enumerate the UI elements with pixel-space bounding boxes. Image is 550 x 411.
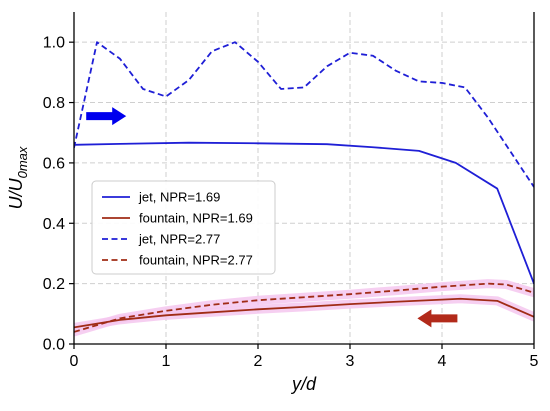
annotation-group [86, 107, 458, 328]
x-tick-label: 2 [254, 353, 263, 370]
highlight-bands [74, 279, 534, 337]
y-tick-label: 0.2 [43, 276, 65, 293]
legend-label: jet, NPR=1.69 [138, 190, 220, 205]
y-tick-label: 0.6 [43, 155, 65, 172]
y-axis-label-main: U/U [6, 177, 26, 209]
y-tick-label: 0.0 [43, 337, 65, 354]
series-line [74, 141, 534, 284]
legend-label: fountain, NPR=1.69 [139, 211, 253, 226]
series-line [74, 297, 534, 329]
axes [73, 12, 535, 345]
x-tick-label: 5 [530, 353, 539, 370]
y-axis-label-subscript: 0max [15, 146, 30, 178]
series-line [74, 41, 534, 188]
series-line [74, 282, 534, 333]
ticks: 0 1 2 3 4 5 0.0 0.2 0.4 0.6 0.8 1.0 [43, 35, 539, 370]
legend-label: jet, NPR=2.77 [138, 232, 220, 247]
x-tick-label: 3 [346, 353, 355, 370]
x-tick-label: 1 [162, 353, 171, 370]
x-tick-label: 4 [438, 353, 447, 370]
y-axis-label: U/U0max [6, 146, 30, 209]
legend-label: fountain, NPR=2.77 [139, 253, 253, 268]
series-group [74, 41, 534, 333]
x-tick-label: 0 [70, 353, 79, 370]
right-arrow [86, 107, 127, 126]
legend: jet, NPR=1.69 fountain, NPR=1.69 jet, NPR=… [91, 180, 276, 275]
left-arrow [417, 309, 458, 328]
legend-box [91, 180, 276, 275]
y-tick-label: 0.4 [43, 216, 65, 233]
x-axis-label: y/d [290, 374, 317, 394]
y-tick-label: 0.8 [43, 95, 65, 112]
y-tick-label: 1.0 [43, 35, 65, 52]
